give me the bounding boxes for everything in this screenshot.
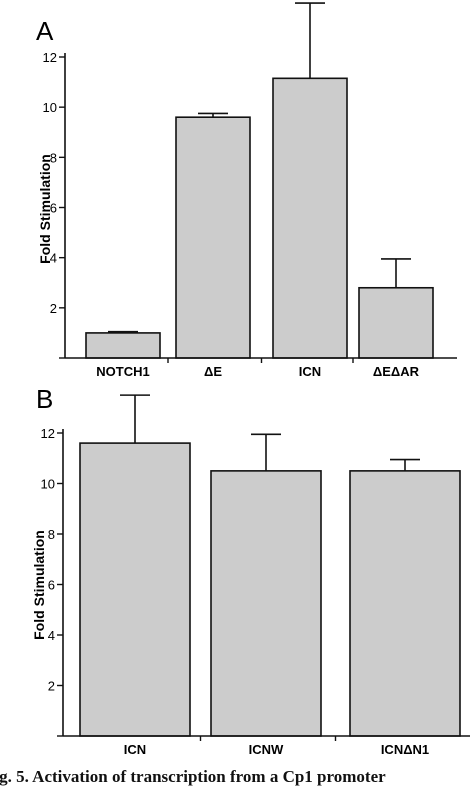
panel-a-y-tick-label-12: 12 (43, 50, 57, 65)
panel-b-bar-1 (79, 442, 191, 737)
panel-b: B Fold Stimulation ICN ICNW ICNΔN1 2 4 6 8 10 12 (31, 384, 470, 757)
panel-b-y-tick-label-12: 12 (41, 426, 55, 441)
panel-b-label: B (36, 384, 53, 414)
panel-b-y-tick-label-6: 6 (48, 578, 55, 593)
panel-b-y-tick-label-2: 2 (48, 679, 55, 694)
panel-a-bar-2 (175, 116, 251, 359)
panel-a-x-tick-label-3: ICN (299, 364, 321, 379)
panel-a-y-tick-label-8: 8 (50, 150, 57, 165)
panel-a-bar-1 (85, 332, 161, 359)
panel-b-x-tick-label-3: ICNΔN1 (381, 742, 429, 757)
panel-a-y-tick-label-4: 4 (50, 251, 57, 266)
panel-b-y-tick-label-4: 4 (48, 628, 55, 643)
panel-a-x-tick-label-4: ΔEΔAR (373, 364, 420, 379)
panel-a-y-tick-label-10: 10 (43, 100, 57, 115)
panel-a: A Fold Stimulation NOTCH1 ΔE ICN ΔEΔAR 2 4 6 8 1… (36, 2, 457, 379)
panel-a-y-axis-label: Fold Stimulation (37, 154, 53, 264)
panel-b-x-tick-label-2: ICNW (249, 742, 284, 757)
panel-a-x-tick-label-2: ΔE (204, 364, 222, 379)
panel-b-bar-2 (210, 470, 322, 737)
panel-b-y-axis-label: Fold Stimulation (31, 530, 47, 640)
panel-a-y-tick-label-2: 2 (50, 301, 57, 316)
panel-b-plot-area: ICN ICNW ICNΔN1 2 4 6 8 10 12 (41, 394, 470, 757)
panel-a-plot-area: NOTCH1 ΔE ICN ΔEΔAR 2 4 6 8 10 12 (43, 2, 457, 379)
panel-a-bar-4 (358, 286, 434, 359)
panel-a-x-tick-label-1: NOTCH1 (96, 364, 149, 379)
panel-b-x-tick-label-1: ICN (124, 742, 146, 757)
figure-caption: Fig. 5. Activation of transcription from… (0, 768, 386, 786)
panel-a-bar-3 (272, 77, 348, 359)
panel-b-y-tick-label-8: 8 (48, 527, 55, 542)
panel-a-label: A (36, 16, 54, 46)
panel-a-y-tick-label-6: 6 (50, 201, 57, 216)
panel-b-y-tick-label-10: 10 (41, 477, 55, 492)
panel-b-bar-3 (349, 470, 461, 737)
